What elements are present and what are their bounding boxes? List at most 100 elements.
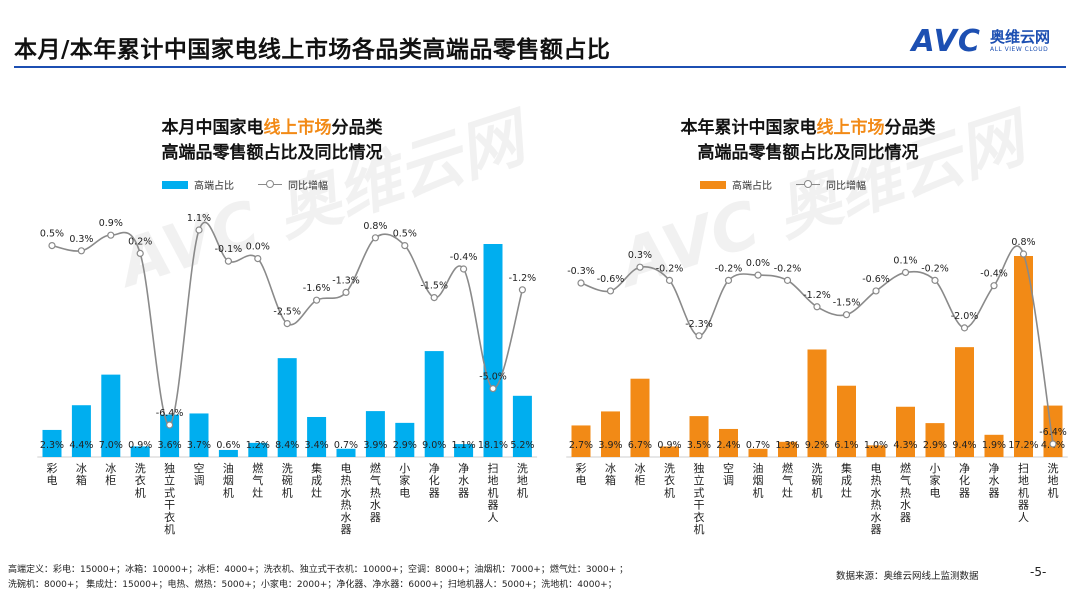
right-growth-point-7: [783, 276, 792, 284]
right-growth-label-8: -1.2%: [803, 290, 831, 301]
left-bar-label-5: 3.7%: [187, 440, 211, 451]
right-bar-label-8: 9.2%: [805, 440, 829, 451]
left-category-label-15: 扫地机器人: [488, 462, 499, 524]
left-category-label-5: 空调: [194, 461, 205, 487]
right-bar-label-2: 6.7%: [628, 440, 652, 451]
legend-line-label: 同比增幅: [288, 181, 328, 192]
legend-line-swatch: [796, 180, 820, 188]
right-category-label-1: 冰箱: [605, 462, 616, 487]
left-growth-label-15: -5.0%: [479, 372, 507, 383]
left-growth-point-4: [166, 421, 174, 429]
left-bar-label-4: 3.6%: [158, 440, 182, 451]
left-growth-label-7: 0.0%: [246, 242, 270, 253]
right-bar-16: [1043, 405, 1063, 457]
left-bar-1: [71, 405, 91, 457]
right-category-label-11: 燃气热水器: [900, 461, 911, 524]
left-bar-label-2: 7.0%: [99, 440, 123, 451]
left-bar-4: [160, 414, 180, 457]
left-growth-point-10: [342, 288, 350, 296]
header-divider: [14, 66, 1066, 68]
left-title-line2: 高端品零售额占比及同比情况: [161, 143, 383, 163]
right-growth-label-9: -1.5%: [833, 298, 861, 309]
left-bar-15: [483, 244, 503, 457]
right-bar-1: [601, 411, 620, 457]
left-bar-14: [454, 444, 474, 457]
left-category-label-14: 净水器: [458, 461, 469, 499]
right-bar-3: [660, 446, 679, 457]
right-growth-point-5: [724, 276, 733, 284]
left-bar-9: [307, 416, 327, 457]
left-bar-8: [277, 358, 297, 457]
right-bar-label-0: 2.7%: [569, 440, 593, 451]
left-bar-label-14: 1.1%: [452, 440, 476, 451]
right-category-label-12: 小家电: [930, 462, 941, 499]
right-bar-9: [837, 385, 856, 457]
footnote-line-2: 洗碗机：8000+； 集成灶：15000+；电热、燃热：5000+；小家电：20…: [8, 580, 617, 590]
left-bar-3: [130, 446, 150, 457]
right-bar-11: [896, 406, 915, 457]
right-category-label-9: 集成灶: [841, 461, 852, 499]
right-growth-label-6: 0.0%: [746, 258, 770, 269]
right-growth-label-14: -0.4%: [980, 269, 1008, 280]
left-growth-point-12: [401, 242, 409, 250]
right-bar-14: [984, 434, 1004, 457]
right-bar-7: [778, 441, 797, 457]
right-bar-2: [630, 378, 650, 457]
right-bar-label-5: 2.4%: [716, 440, 740, 451]
right-growth-point-0: [577, 279, 585, 287]
left-growth-label-1: 0.3%: [69, 234, 93, 245]
right-category-label-3: 洗衣机: [664, 462, 675, 499]
legend-bar-swatch: [700, 180, 726, 189]
right-category-label-4: 独立式干衣机: [694, 462, 705, 536]
left-growth-point-13: [430, 294, 438, 302]
left-growth-point-6: [224, 257, 232, 265]
right-category-label-5: 空调: [723, 461, 734, 487]
left-title-pre: 本月中国家电: [161, 118, 264, 138]
left-growth-label-12: 0.5%: [393, 229, 417, 240]
left-category-label-16: 洗地机: [517, 462, 528, 499]
right-bar-label-9: 6.1%: [834, 440, 858, 451]
right-category-label-13: 净化器: [959, 461, 970, 499]
right-category-label-8: 洗碗机: [812, 462, 823, 499]
left-category-label-10: 电热水热水器: [341, 462, 352, 536]
right-category-label-0: 彩电: [576, 462, 587, 487]
left-bar-16: [512, 395, 532, 457]
right-growth-point-4: [695, 332, 703, 340]
logo-mark: AVC: [911, 24, 981, 59]
left-category-label-4: 独立式干衣机: [164, 462, 175, 536]
right-bar-label-12: 2.9%: [923, 440, 947, 451]
right-growth-point-10: [872, 287, 880, 295]
left-growth-point-11: [371, 234, 379, 242]
left-bar-label-12: 2.9%: [393, 440, 417, 451]
left-bar-10: [336, 448, 356, 457]
right-growth-point-8: [813, 303, 821, 311]
left-growth-point-3: [136, 249, 144, 257]
right-legend: 高端占比 同比增幅: [700, 177, 866, 192]
left-bar-label-8: 8.4%: [275, 440, 299, 451]
right-title-highlight: 线上市场: [816, 118, 885, 138]
left-growth-label-3: 0.2%: [128, 236, 152, 247]
left-chart-title: 本月中国家电线上市场分品类 高端品零售额占比及同比情况: [12, 116, 532, 166]
right-bar-label-10: 1.0%: [864, 440, 888, 451]
left-bar-label-13: 9.0%: [422, 440, 446, 451]
left-bar-6: [218, 449, 238, 457]
right-bar-label-7: 1.3%: [775, 440, 799, 451]
left-bar-label-7: 1.2%: [246, 440, 270, 451]
left-bar-0: [42, 429, 62, 457]
left-growth-label-13: -1.5%: [420, 281, 448, 292]
left-category-label-13: 净化器: [429, 461, 440, 499]
left-category-label-0: 彩电: [47, 462, 58, 487]
left-growth-point-1: [77, 247, 86, 255]
left-growth-point-15: [489, 385, 497, 393]
logo: AVC 奥维云网 ALL VIEW CLOUD: [911, 24, 1050, 59]
right-growth-point-16: [1049, 440, 1057, 448]
left-bar-label-9: 3.4%: [305, 440, 329, 451]
right-category-label-16: 洗地机: [1048, 462, 1059, 499]
right-growth-label-3: -0.2%: [656, 263, 684, 274]
left-category-label-6: 油烟机: [223, 461, 234, 499]
left-growth-point-8: [283, 320, 291, 328]
right-bar-8: [807, 349, 827, 457]
left-title-highlight: 线上市场: [263, 118, 332, 138]
legend-line-swatch: [258, 180, 282, 188]
right-growth-point-14: [990, 282, 998, 290]
